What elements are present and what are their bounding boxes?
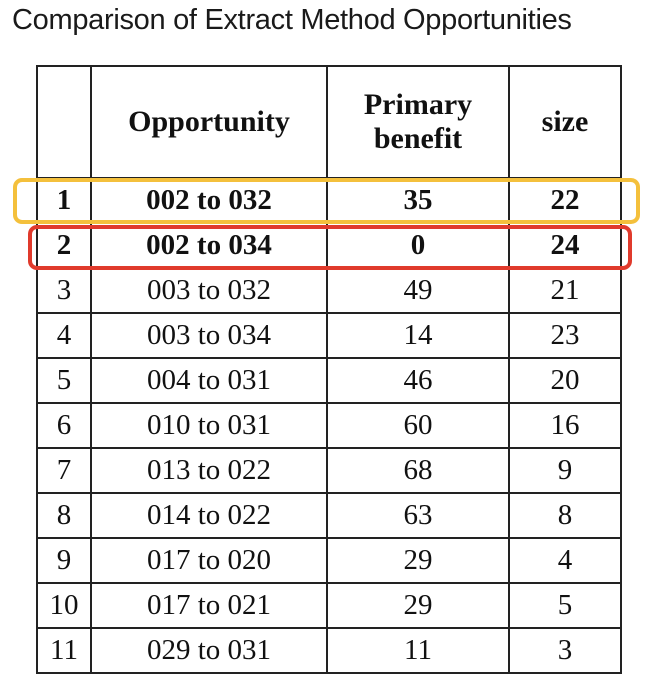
cell-index: 5	[36, 357, 92, 404]
table-row: 7 013 to 022 68 9	[36, 447, 622, 494]
cell-index: 11	[36, 627, 92, 674]
table-row: 6 010 to 031 60 16	[36, 402, 622, 449]
cell-size: 16	[508, 402, 622, 449]
cell-index: 8	[36, 492, 92, 539]
header-size: size	[508, 65, 622, 179]
cell-primary-benefit: 63	[326, 492, 510, 539]
table-header-row: Opportunity Primary benefit size	[36, 65, 622, 179]
cell-opportunity: 004 to 031	[90, 357, 328, 404]
cell-size: 9	[508, 447, 622, 494]
cell-opportunity: 014 to 022	[90, 492, 328, 539]
cell-opportunity: 003 to 034	[90, 312, 328, 359]
cell-primary-benefit: 11	[326, 627, 510, 674]
table-row: 10 017 to 021 29 5	[36, 582, 622, 629]
header-primary-benefit: Primary benefit	[326, 65, 510, 179]
cell-size: 3	[508, 627, 622, 674]
cell-primary-benefit: 14	[326, 312, 510, 359]
cell-primary-benefit: 46	[326, 357, 510, 404]
cell-opportunity: 029 to 031	[90, 627, 328, 674]
cell-primary-benefit: 49	[326, 267, 510, 314]
cell-opportunity: 002 to 032	[90, 177, 328, 224]
cell-size: 24	[508, 222, 622, 269]
header-primary-benefit-line2: benefit	[373, 122, 463, 155]
cell-opportunity: 017 to 020	[90, 537, 328, 584]
cell-primary-benefit: 29	[326, 537, 510, 584]
cell-size: 23	[508, 312, 622, 359]
cell-primary-benefit: 29	[326, 582, 510, 629]
cell-index: 2	[36, 222, 92, 269]
cell-opportunity: 017 to 021	[90, 582, 328, 629]
opportunities-table: Opportunity Primary benefit size 1 002 to…	[36, 65, 622, 674]
page-title: Comparison of Extract Method Opportuniti…	[12, 4, 572, 36]
cell-index: 1	[36, 177, 92, 224]
table-row: 11 029 to 031 11 3	[36, 627, 622, 674]
cell-opportunity: 013 to 022	[90, 447, 328, 494]
cell-opportunity: 010 to 031	[90, 402, 328, 449]
table-row: 3 003 to 032 49 21	[36, 267, 622, 314]
header-primary-benefit-line1: Primary	[363, 88, 473, 121]
cell-index: 10	[36, 582, 92, 629]
cell-size: 20	[508, 357, 622, 404]
cell-size: 8	[508, 492, 622, 539]
table-row: 2 002 to 034 0 24	[36, 222, 622, 269]
cell-opportunity: 002 to 034	[90, 222, 328, 269]
table-row: 5 004 to 031 46 20	[36, 357, 622, 404]
cell-primary-benefit: 68	[326, 447, 510, 494]
cell-index: 6	[36, 402, 92, 449]
cell-opportunity: 003 to 032	[90, 267, 328, 314]
table-row: 8 014 to 022 63 8	[36, 492, 622, 539]
cell-size: 22	[508, 177, 622, 224]
header-index	[36, 65, 92, 179]
cell-primary-benefit: 60	[326, 402, 510, 449]
cell-primary-benefit: 0	[326, 222, 510, 269]
cell-primary-benefit: 35	[326, 177, 510, 224]
table-row: 4 003 to 034 14 23	[36, 312, 622, 359]
cell-index: 3	[36, 267, 92, 314]
cell-size: 4	[508, 537, 622, 584]
cell-index: 7	[36, 447, 92, 494]
table-row: 1 002 to 032 35 22	[36, 177, 622, 224]
table-row: 9 017 to 020 29 4	[36, 537, 622, 584]
header-opportunity: Opportunity	[90, 65, 328, 179]
cell-size: 5	[508, 582, 622, 629]
cell-size: 21	[508, 267, 622, 314]
cell-index: 9	[36, 537, 92, 584]
cell-index: 4	[36, 312, 92, 359]
